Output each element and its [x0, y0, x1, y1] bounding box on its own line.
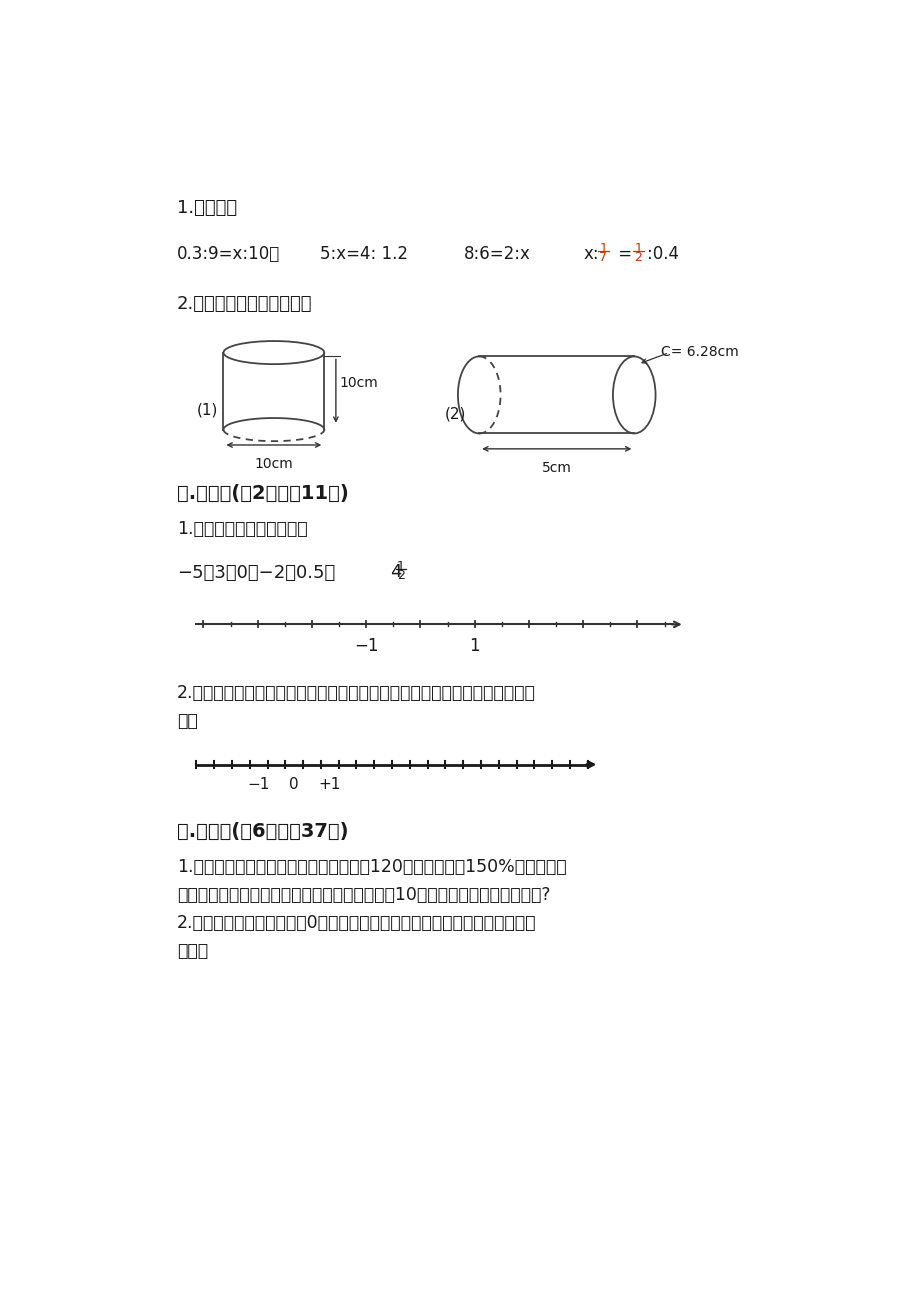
Text: x:: x:: [584, 245, 599, 263]
Text: 1.某服装店卖一种裙子，原来每条售价为120元，是进价的150%。现在店主: 1.某服装店卖一种裙子，原来每条售价为120元，是进价的150%。现在店主: [176, 858, 566, 876]
Text: 0.3:9=x:10；: 0.3:9=x:10；: [176, 245, 280, 263]
Text: 10cm: 10cm: [255, 457, 293, 471]
Text: 2: 2: [633, 251, 641, 264]
Text: 六.解答题(公6题，公37分): 六.解答题(公6题，公37分): [176, 823, 348, 841]
Text: 那么：: 那么：: [176, 941, 208, 960]
Text: 7: 7: [598, 251, 607, 264]
Text: =: =: [613, 245, 637, 263]
Text: (2): (2): [444, 406, 465, 422]
Text: C= 6.28cm: C= 6.28cm: [661, 345, 738, 359]
Text: 1: 1: [633, 242, 641, 255]
Text: 10cm: 10cm: [338, 376, 378, 391]
Text: 1: 1: [397, 560, 404, 573]
Text: −1: −1: [354, 638, 378, 655]
Text: 1: 1: [469, 638, 480, 655]
Text: 5cm: 5cm: [541, 461, 571, 475]
Text: 1.解比例。: 1.解比例。: [176, 199, 237, 216]
Text: 1.在直线上表示下列各数。: 1.在直线上表示下列各数。: [176, 519, 307, 538]
Text: −5，3，0，−2，0.5，: −5，3，0，−2，0.5，: [176, 564, 335, 582]
Text: 2.某蓄水池的标准水位记为0米，如果用正数表示水面高于标准水位的高度，: 2.某蓄水池的标准水位记为0米，如果用正数表示水面高于标准水位的高度，: [176, 914, 536, 932]
Text: 8:6=2:x: 8:6=2:x: [463, 245, 530, 263]
Text: 2: 2: [397, 569, 404, 582]
Text: :0.4: :0.4: [646, 245, 678, 263]
Text: 五.作图题(公2题，公11分): 五.作图题(公2题，公11分): [176, 483, 348, 503]
Text: +1: +1: [318, 777, 341, 792]
Text: 2.下面的数轴，我们认识的数能用数轴上的点表示，在相应的点上写出相应的: 2.下面的数轴，我们认识的数能用数轴上的点表示，在相应的点上写出相应的: [176, 684, 535, 702]
Text: 0: 0: [289, 777, 299, 792]
Text: 5:x=4: 1.2: 5:x=4: 1.2: [320, 245, 408, 263]
Text: 1: 1: [598, 242, 607, 255]
Text: 数。: 数。: [176, 712, 198, 730]
Text: 计划打折促销，但要保证每条裙子赚的钱不少于10元。问：折扣不能低于几折?: 计划打折促销，但要保证每条裙子赚的钱不少于10元。问：折扣不能低于几折?: [176, 887, 550, 904]
Text: −1: −1: [247, 777, 269, 792]
Text: (1): (1): [196, 402, 218, 418]
Text: 4: 4: [390, 562, 402, 581]
Text: 2.计算下面圆柱的表面积。: 2.计算下面圆柱的表面积。: [176, 294, 312, 312]
